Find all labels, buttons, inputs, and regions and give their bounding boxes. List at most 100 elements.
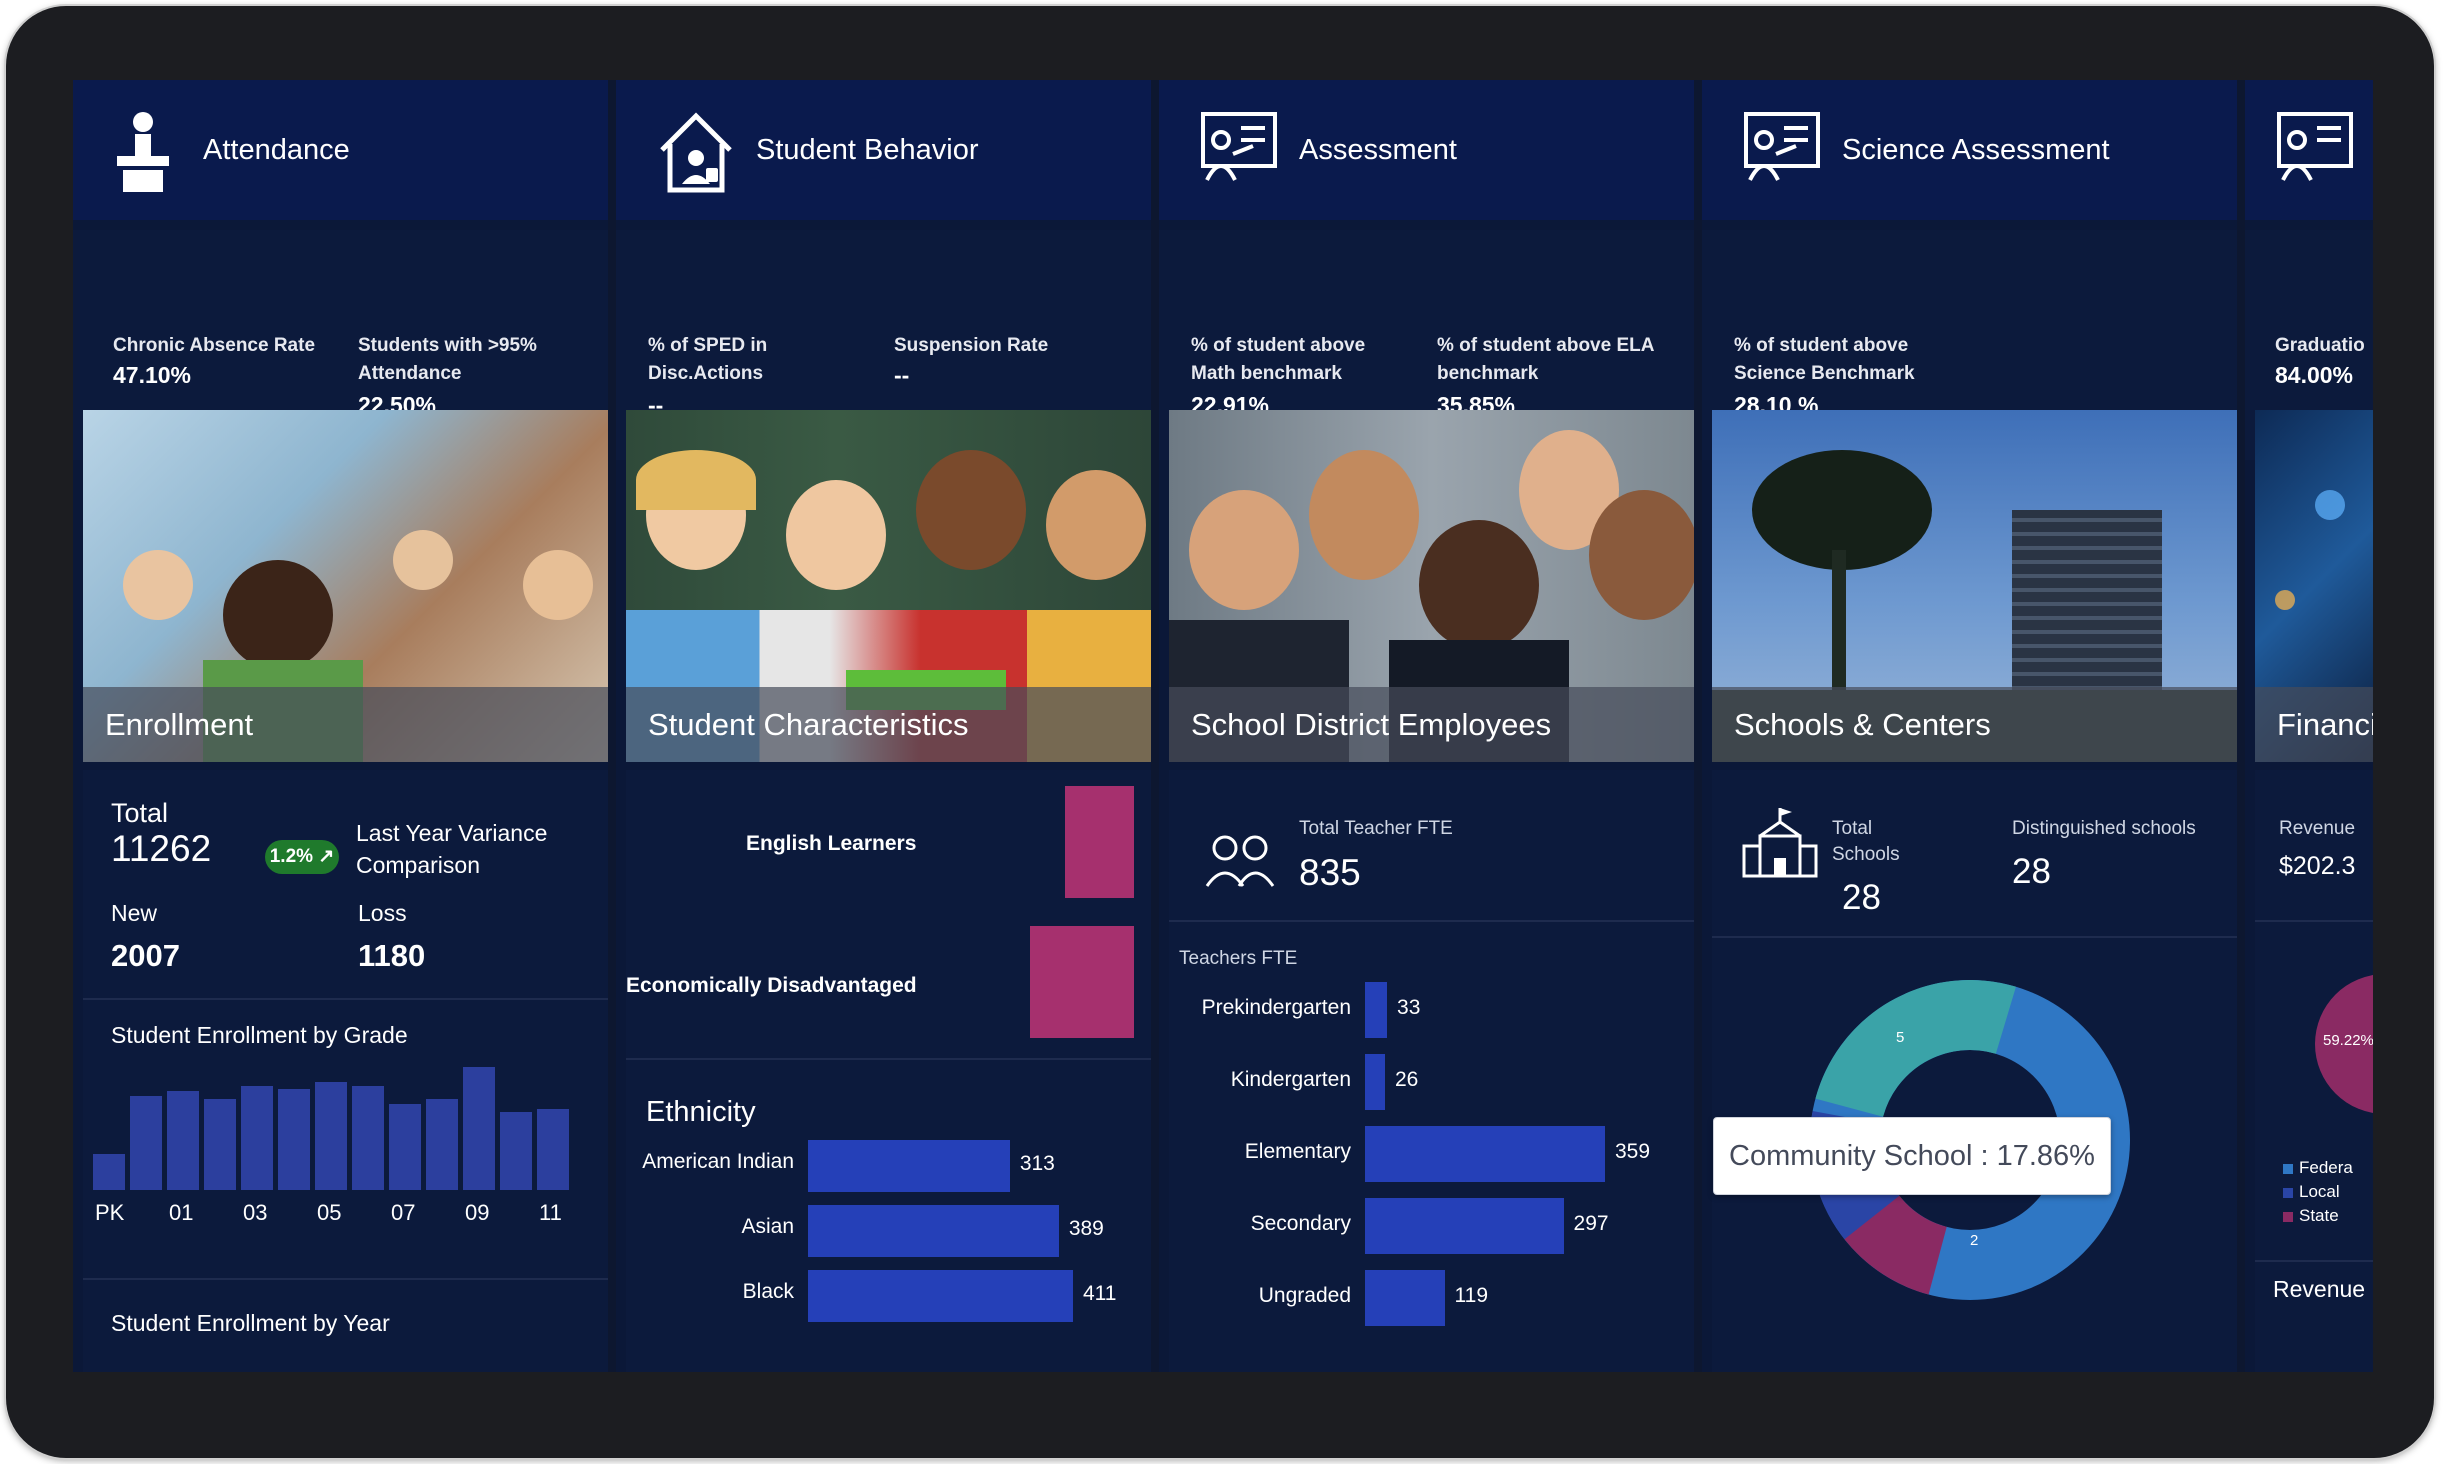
grade-tick: 03 (243, 1200, 268, 1225)
characteristics-divider (626, 1058, 1151, 1060)
grade-bar[interactable] (537, 1109, 569, 1190)
ela-benchmark-label: % of student above ELA benchmark (1437, 335, 1654, 384)
graduation-label: Graduatio (2275, 335, 2365, 356)
math-benchmark-label: % of student above Math benchmark (1191, 335, 1366, 384)
teacher-fte-label: Total Teacher FTE (1299, 818, 1453, 839)
tile-schools-label: Schools & Centers (1734, 707, 1991, 742)
employees-divider (1169, 920, 1694, 922)
teacher-board-icon (2277, 112, 2353, 181)
econ-disadvantaged-bar[interactable] (1030, 926, 1134, 1038)
legend-state-swatch (2283, 1212, 2293, 1222)
column-attendance: Attendance Chronic Absence Rate 47.10% S… (73, 80, 608, 1372)
sped-label: % of SPED in Disc.Actions (648, 335, 768, 384)
science-title: Science Assessment (1842, 134, 2110, 166)
ethnicity-bar[interactable] (808, 1140, 1010, 1192)
column-assessment: Assessment % of student above Math bench… (1159, 80, 1694, 1372)
teacher-level-bar[interactable] (1365, 1126, 1605, 1182)
grade-bar[interactable] (278, 1088, 310, 1190)
teacher-level-bar[interactable] (1365, 1198, 1564, 1254)
teacher-level-bar[interactable] (1365, 1054, 1385, 1110)
grade-bar[interactable] (352, 1086, 384, 1190)
enrollment-divider (83, 998, 608, 1000)
finance-photo[interactable]: Financi (2255, 410, 2373, 762)
grade-divider (83, 1278, 608, 1280)
donut-segment-2[interactable] (1810, 980, 2130, 1300)
grade-bar[interactable] (463, 1066, 495, 1190)
science-header[interactable]: Science Assessment (1702, 80, 2237, 220)
enrollment-total-label: Total (111, 798, 169, 828)
grade-tick: 09 (465, 1200, 490, 1225)
student-desk-icon (117, 112, 169, 192)
grade-tick: 07 (391, 1200, 416, 1225)
legend-local-swatch (2283, 1188, 2293, 1198)
assessment-title: Assessment (1299, 134, 1457, 166)
distinguished-label: Distinguished schools (2012, 818, 2196, 839)
school-building-icon (1742, 808, 1818, 878)
grade-bar[interactable] (426, 1099, 458, 1190)
attendance-header[interactable]: Attendance (73, 80, 608, 220)
donut-segment-5[interactable] (1810, 980, 2130, 1300)
teachers-fte-chart[interactable]: Prekindergarten 33 Kindergarten 26 Elementar… (1169, 982, 1704, 1362)
legend-federal-swatch (2283, 1164, 2293, 1174)
teacher-level-value: 297 (1573, 1212, 1609, 1235)
legend-federal: Federa (2299, 1158, 2353, 1177)
schools-photo[interactable]: Schools & Centers (1712, 410, 2237, 762)
grade-bar[interactable] (167, 1091, 199, 1190)
pie-label: 59.22% (2323, 1032, 2373, 1049)
characteristics-panel: English Learners Economically Disadvanta… (626, 770, 1151, 1372)
revenue-section-title: Revenue (2273, 1276, 2366, 1302)
variance-label-line2: Comparison (356, 852, 480, 878)
finance-divider-2 (2255, 1260, 2373, 1262)
enrollment-photo[interactable]: Enrollment (83, 410, 608, 762)
enrollment-total-value: 11262 (111, 828, 212, 869)
english-learners-label: English Learners (746, 832, 917, 855)
grade-bar[interactable] (204, 1099, 236, 1190)
behavior-header[interactable]: Student Behavior (616, 80, 1151, 220)
tile-employees-label: School District Employees (1191, 707, 1552, 742)
variance-label-line1: Last Year Variance (356, 820, 548, 846)
teacher-level-label: Kindergarten (1230, 1068, 1351, 1091)
teacher-board-icon (1744, 112, 1820, 181)
econ-disadvantaged-label: Economically Disadvantaged (626, 974, 917, 997)
english-learners-bar[interactable] (1064, 786, 1134, 898)
grade-bar[interactable] (315, 1082, 347, 1190)
teacher-level-bar[interactable] (1365, 982, 1388, 1038)
employees-photo[interactable]: School District Employees (1169, 410, 1694, 762)
assessment-header[interactable]: Assessment (1159, 80, 1694, 220)
ethnicity-value: 313 (1019, 1152, 1055, 1175)
ethnicity-chart[interactable]: American Indian 313 Asian 389 Black 411 (626, 1140, 1161, 1360)
grade-bar[interactable] (389, 1104, 421, 1190)
suspension-value: -- (894, 362, 910, 388)
attendance-95-label: Students with >95% Attendance (358, 335, 537, 384)
donut-label-bottom: 2 (1970, 1232, 1978, 1249)
tile-enrollment-label: Enrollment (105, 707, 254, 742)
enrollment-panel: Total 11262 1.2% ↗ Last Year Variance Co… (83, 770, 608, 1372)
ethnicity-label: Asian (741, 1215, 794, 1238)
graduation-header[interactable] (2245, 80, 2373, 220)
grade-tick: PK (95, 1200, 125, 1225)
ethnicity-bar[interactable] (808, 1270, 1073, 1322)
grade-tick: 05 (317, 1200, 342, 1225)
loss-value: 1180 (358, 938, 426, 973)
teacher-level-value: 359 (1615, 1140, 1651, 1163)
loss-label: Loss (358, 900, 407, 926)
teacher-level-bar[interactable] (1365, 1270, 1445, 1326)
grade-bar[interactable] (241, 1086, 273, 1190)
characteristics-photo[interactable]: Student Characteristics (626, 410, 1151, 762)
enrollment-by-year-title: Student Enrollment by Year (111, 1310, 390, 1336)
chronic-absence-value: 47.10% (113, 362, 192, 388)
variance-badge: 1.2% ↗ (265, 840, 339, 874)
enrollment-grade-chart[interactable] (93, 1060, 613, 1190)
grade-bar[interactable] (500, 1112, 532, 1190)
ethnicity-bar[interactable] (808, 1205, 1059, 1257)
teacher-fte-value: 835 (1299, 852, 1361, 893)
grade-axis: PK 01 03 05 07 09 11 (93, 1200, 613, 1230)
grade-bar[interactable] (93, 1153, 125, 1190)
grade-tick: 01 (169, 1200, 194, 1225)
schools-divider (1712, 936, 2237, 938)
column-science: Science Assessment % of student above Sc… (1702, 80, 2237, 1372)
finance-divider (2255, 920, 2373, 922)
grade-bar[interactable] (130, 1096, 162, 1190)
tile-characteristics-label: Student Characteristics (648, 707, 969, 742)
teacher-level-value: 33 (1397, 996, 1421, 1019)
